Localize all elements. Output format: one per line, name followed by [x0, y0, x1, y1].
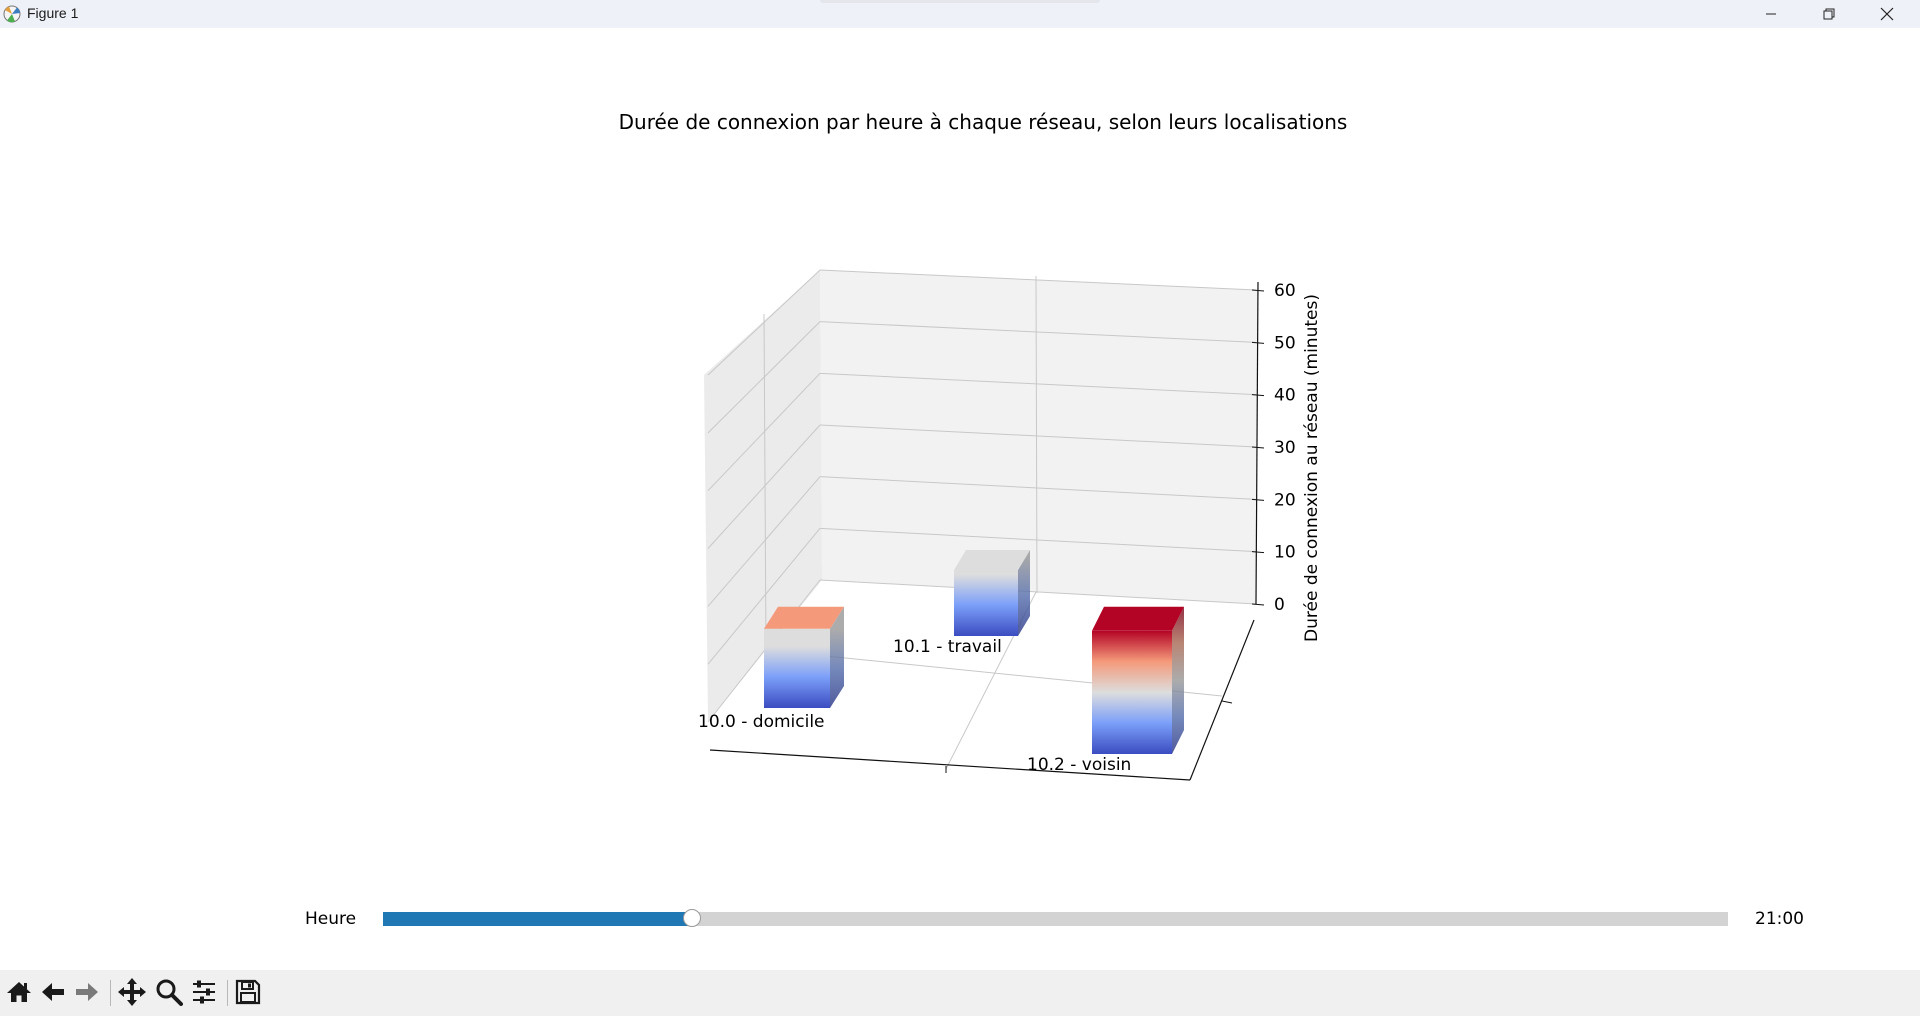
z-gridline	[819, 476, 1257, 500]
close-icon	[1880, 7, 1894, 21]
bar-top-face	[1092, 606, 1184, 631]
bar-top-face	[954, 550, 1030, 570]
restore-button[interactable]	[1800, 0, 1858, 28]
close-button[interactable]	[1858, 0, 1916, 28]
bar-category-label: 10.2 - voisin	[1027, 755, 1131, 775]
bar-front-face	[764, 628, 830, 708]
z-gridline	[819, 269, 1257, 291]
window-title: Figure 1	[27, 5, 79, 21]
z-axis-tick	[1251, 498, 1265, 501]
home-icon	[7, 982, 31, 1002]
x-axis-line	[709, 749, 1191, 781]
slider-value: 21:00	[1755, 909, 1804, 929]
forward-icon	[76, 983, 98, 1001]
y-axis-tick	[1221, 700, 1233, 704]
z-gridline-left	[707, 424, 821, 549]
z-tick-label: 30	[1274, 438, 1296, 458]
pan-button[interactable]	[115, 974, 149, 1010]
restore-icon	[1823, 8, 1835, 20]
chart-title: Durée de connexion par heure à chaque ré…	[618, 110, 1348, 134]
bar	[764, 606, 844, 708]
matplotlib-app-icon	[3, 5, 21, 23]
back-pane	[820, 270, 1258, 604]
zoom-icon	[156, 979, 183, 1006]
y-axis-line	[1189, 619, 1255, 781]
bar-side-face	[830, 606, 844, 708]
slider-label: Heure	[305, 909, 357, 929]
slider-fill	[383, 912, 693, 926]
bar	[954, 550, 1030, 636]
z-axis-tick	[1251, 603, 1265, 606]
minimize-button[interactable]	[1742, 0, 1800, 28]
z-tick-label: 40	[1274, 386, 1296, 406]
configure-icon	[193, 980, 215, 1004]
save-icon	[235, 979, 261, 1005]
home-button[interactable]	[2, 974, 36, 1010]
pan-icon	[118, 978, 146, 1006]
bar-category-label: 10.1 - travail	[893, 637, 1002, 657]
z-gridline	[819, 372, 1257, 396]
z-grid-back	[819, 269, 1257, 605]
bar-side-shade	[1172, 606, 1184, 754]
window-title-bar: Figure 1	[0, 0, 1920, 28]
z-axis-tick	[1251, 394, 1265, 397]
bar-side-face	[1018, 550, 1030, 636]
back-button[interactable]	[36, 974, 70, 1010]
configure-subplots-button[interactable]	[187, 974, 221, 1010]
save-button[interactable]	[231, 974, 265, 1010]
bar-top-face	[764, 606, 844, 629]
bar-front-face	[1092, 630, 1172, 754]
z-gridline	[819, 424, 1257, 448]
bar-front-face	[954, 570, 1018, 636]
bar-category-label: 10.0 - domicile	[698, 712, 825, 732]
z-tick-label: 50	[1274, 333, 1296, 353]
bar-side-shade	[830, 606, 844, 708]
x-grid-back	[1035, 275, 1038, 594]
toolbar-separator	[110, 980, 111, 1006]
z-axis-tick	[1251, 446, 1265, 449]
z-axis-line	[1255, 281, 1259, 605]
back-icon	[42, 983, 64, 1001]
bar-side-face	[1172, 606, 1184, 754]
hour-slider[interactable]	[383, 909, 1728, 927]
forward-button[interactable]	[70, 974, 104, 1010]
y-grid-left	[763, 313, 767, 651]
3d-bar-chart[interactable]: 0 10 20 30 40 50 60 Durée de connexion au rése…	[0, 28, 1920, 970]
z-axis: 0 10 20 30 40 50 60	[1251, 281, 1296, 615]
z-gridline	[819, 321, 1257, 343]
minimize-icon	[1766, 13, 1776, 15]
bar	[1092, 606, 1184, 754]
bars-group: 10.0 - domicile 10.1 - travail 10.2 - vois…	[698, 550, 1184, 775]
bar-side-shade	[1018, 550, 1030, 636]
z-axis-label: Durée de connexion au réseau (minutes)	[1302, 294, 1322, 642]
z-tick-label: 20	[1274, 490, 1296, 510]
z-gridline	[819, 527, 1257, 553]
z-gridline-left	[707, 476, 821, 607]
figure-canvas[interactable]: Durée de connexion par heure à chaque ré…	[0, 28, 1920, 970]
slider-handle[interactable]	[683, 909, 702, 927]
navigation-toolbar	[0, 970, 1920, 1016]
zoom-button[interactable]	[152, 974, 186, 1010]
toolbar-separator	[227, 980, 228, 1006]
z-axis-tick	[1251, 551, 1265, 554]
z-tick-label: 10	[1274, 543, 1296, 563]
z-gridline-left	[707, 528, 821, 665]
z-gridline	[819, 579, 1257, 605]
z-tick-label: 0	[1274, 595, 1285, 615]
z-gridline-left	[707, 372, 821, 492]
z-tick-label: 60	[1274, 281, 1296, 301]
title-bar-hint	[820, 0, 1100, 3]
